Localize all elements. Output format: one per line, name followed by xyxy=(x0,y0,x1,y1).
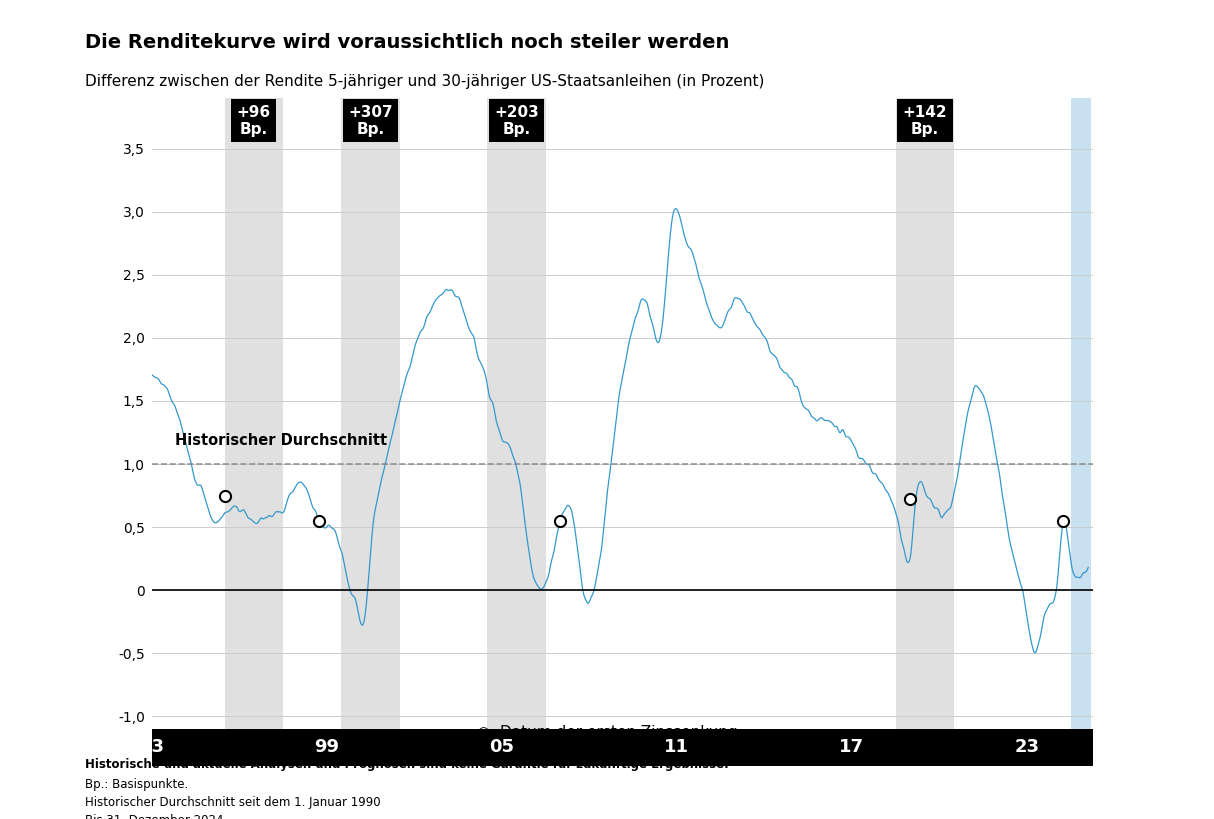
Text: 23: 23 xyxy=(1015,739,1039,756)
Text: 05: 05 xyxy=(489,739,515,756)
Text: 17: 17 xyxy=(839,739,864,756)
Text: Die Renditekurve wird voraussichtlich noch steiler werden: Die Renditekurve wird voraussichtlich no… xyxy=(85,33,730,52)
Text: 11: 11 xyxy=(664,739,690,756)
Bar xyxy=(896,98,954,729)
Text: Historischer Durchschnitt seit dem 1. Januar 1990: Historischer Durchschnitt seit dem 1. Ja… xyxy=(85,796,381,809)
Text: Differenz zwischen der Rendite 5-jähriger und 30-jähriger US-Staatsanleihen (in : Differenz zwischen der Rendite 5-jährige… xyxy=(85,74,765,88)
Bar xyxy=(487,98,545,729)
Text: 93: 93 xyxy=(140,739,164,756)
Bar xyxy=(341,98,399,729)
Text: +203
Bp.: +203 Bp. xyxy=(494,105,539,137)
Text: Historischer Durchschnitt: Historischer Durchschnitt xyxy=(175,432,387,448)
Text: +307
Bp.: +307 Bp. xyxy=(348,105,393,137)
Bar xyxy=(1071,98,1091,729)
Text: Bp.: Basispunkte.: Bp.: Basispunkte. xyxy=(85,778,188,791)
Text: +142
Bp.: +142 Bp. xyxy=(902,105,947,137)
Text: Bis 31. Dezember 2024: Bis 31. Dezember 2024 xyxy=(85,814,223,819)
Text: ○  Datum der ersten Zinssenkung: ○ Datum der ersten Zinssenkung xyxy=(477,725,737,740)
Bar xyxy=(225,98,283,729)
Text: 99: 99 xyxy=(314,739,339,756)
Text: +96
Bp.: +96 Bp. xyxy=(237,105,271,137)
Text: Historische und aktuelle Analysen und Prognosen sind keine Garantie für zukünfti: Historische und aktuelle Analysen und Pr… xyxy=(85,758,728,771)
